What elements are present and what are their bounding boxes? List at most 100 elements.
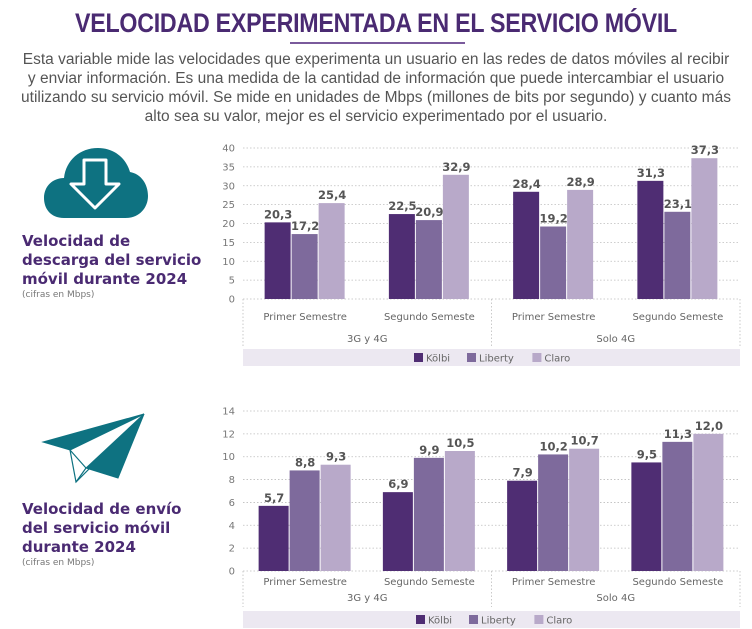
x-category-label: Segundo Semeste <box>632 312 723 323</box>
download-title-line: descarga del servicio <box>22 251 202 269</box>
bar-kolbi <box>507 480 538 571</box>
legend-swatch <box>416 615 425 624</box>
data-label: 20,9 <box>415 205 443 219</box>
download-units-note: (cifras en Mbps) <box>22 290 95 300</box>
bar-liberty <box>289 470 320 571</box>
bar-liberty <box>664 211 691 299</box>
x-category-label: Segundo Semeste <box>384 577 475 588</box>
data-label: 9,5 <box>637 447 657 461</box>
x-group-label: 3G y 4G <box>347 593 388 604</box>
y-tick-label: 8 <box>229 475 235 486</box>
legend-swatch <box>469 615 478 624</box>
bar-claro <box>318 203 345 299</box>
data-label: 11,3 <box>664 427 692 441</box>
legend-label: Kölbi <box>426 354 450 365</box>
bar-liberty <box>291 234 318 299</box>
y-tick-label: 25 <box>222 200 235 211</box>
bar-liberty <box>413 457 444 571</box>
data-label: 28,4 <box>512 177 540 191</box>
data-label: 23,1 <box>664 197 692 211</box>
data-label: 10,5 <box>446 436 474 450</box>
data-label: 6,9 <box>388 477 408 491</box>
y-tick-label: 10 <box>222 257 235 268</box>
data-label: 8,8 <box>295 455 315 469</box>
bar-kolbi <box>513 191 540 299</box>
bar-kolbi <box>637 180 664 299</box>
data-label: 19,2 <box>539 212 567 226</box>
legend-label: Claro <box>544 354 570 365</box>
y-tick-label: 5 <box>229 276 235 287</box>
x-category-label: Primer Semestre <box>512 312 596 323</box>
y-tick-label: 2 <box>229 544 235 555</box>
legend-swatch <box>467 353 476 362</box>
legend-label: Liberty <box>479 354 514 365</box>
title-underline <box>290 42 465 44</box>
x-category-label: Segundo Semeste <box>384 312 475 323</box>
download-title-line: móvil durante 2024 <box>22 270 188 288</box>
data-label: 28,9 <box>566 175 594 189</box>
bar-liberty <box>662 441 693 571</box>
upload-title-line: Velocidad de envío <box>22 500 182 518</box>
y-tick-label: 40 <box>222 144 235 155</box>
bar-kolbi <box>388 214 415 299</box>
y-tick-label: 20 <box>222 219 235 230</box>
legend-background <box>243 349 740 366</box>
download-section-heading: Velocidad de descarga del servicio móvil… <box>22 232 201 300</box>
intro-paragraph: Esta variable mide las velocidades que e… <box>21 51 731 125</box>
download-title-line: Velocidad de <box>22 232 131 250</box>
bar-claro <box>444 451 475 571</box>
bar-claro <box>693 433 724 571</box>
data-label: 25,4 <box>318 188 346 202</box>
bar-liberty <box>538 454 569 571</box>
x-category-label: Primer Semestre <box>263 312 347 323</box>
data-label: 5,7 <box>264 491 284 505</box>
x-category-label: Segundo Semeste <box>632 577 723 588</box>
bar-claro <box>567 189 594 299</box>
data-label: 10,2 <box>539 439 567 453</box>
bar-claro <box>569 448 600 571</box>
data-label: 17,2 <box>291 219 319 233</box>
data-label: 9,3 <box>326 450 346 464</box>
upload-section-heading: Velocidad de envío del servicio móvil du… <box>22 500 181 568</box>
bar-liberty <box>415 220 442 299</box>
y-tick-label: 14 <box>222 407 235 418</box>
data-label: 31,3 <box>637 166 665 180</box>
upload-title-line: del servicio móvil <box>22 519 171 537</box>
upload-title-line: durante 2024 <box>22 538 136 556</box>
x-group-label: Solo 4G <box>596 334 635 345</box>
y-tick-label: 0 <box>229 295 235 306</box>
x-category-label: Primer Semestre <box>512 577 596 588</box>
page-title: VELOCIDAD EXPERIMENTADA EN EL SERVICIO M… <box>75 8 677 38</box>
y-tick-label: 10 <box>222 452 235 463</box>
data-label: 37,3 <box>691 143 719 157</box>
legend-swatch <box>532 353 542 362</box>
data-label: 20,3 <box>264 207 292 221</box>
data-label: 10,7 <box>570 434 598 448</box>
y-tick-label: 0 <box>229 567 235 578</box>
y-tick-label: 12 <box>222 429 235 440</box>
data-label: 7,9 <box>512 466 532 480</box>
data-label: 32,9 <box>442 160 470 174</box>
legend-label: Kölbi <box>428 616 452 627</box>
paper-plane-icon <box>41 413 145 484</box>
y-tick-label: 6 <box>229 498 235 509</box>
x-group-label: Solo 4G <box>596 593 635 604</box>
bar-kolbi <box>264 222 291 299</box>
legend-swatch <box>534 615 544 624</box>
bar-claro <box>442 174 469 299</box>
cloud-download-icon <box>44 148 148 218</box>
legend-swatch <box>414 353 423 362</box>
data-label: 9,9 <box>419 443 439 457</box>
y-tick-label: 15 <box>222 238 235 249</box>
y-tick-label: 30 <box>222 181 235 192</box>
bar-liberty <box>540 226 567 299</box>
legend-label: Claro <box>546 616 572 627</box>
data-label: 12,0 <box>695 419 723 433</box>
bar-kolbi <box>382 492 413 571</box>
legend-background <box>243 611 740 628</box>
upload-units-note: (cifras en Mbps) <box>22 558 95 568</box>
data-label: 22,5 <box>388 199 416 213</box>
x-category-label: Primer Semestre <box>263 577 347 588</box>
bar-kolbi <box>631 462 662 571</box>
y-tick-label: 35 <box>222 162 235 173</box>
